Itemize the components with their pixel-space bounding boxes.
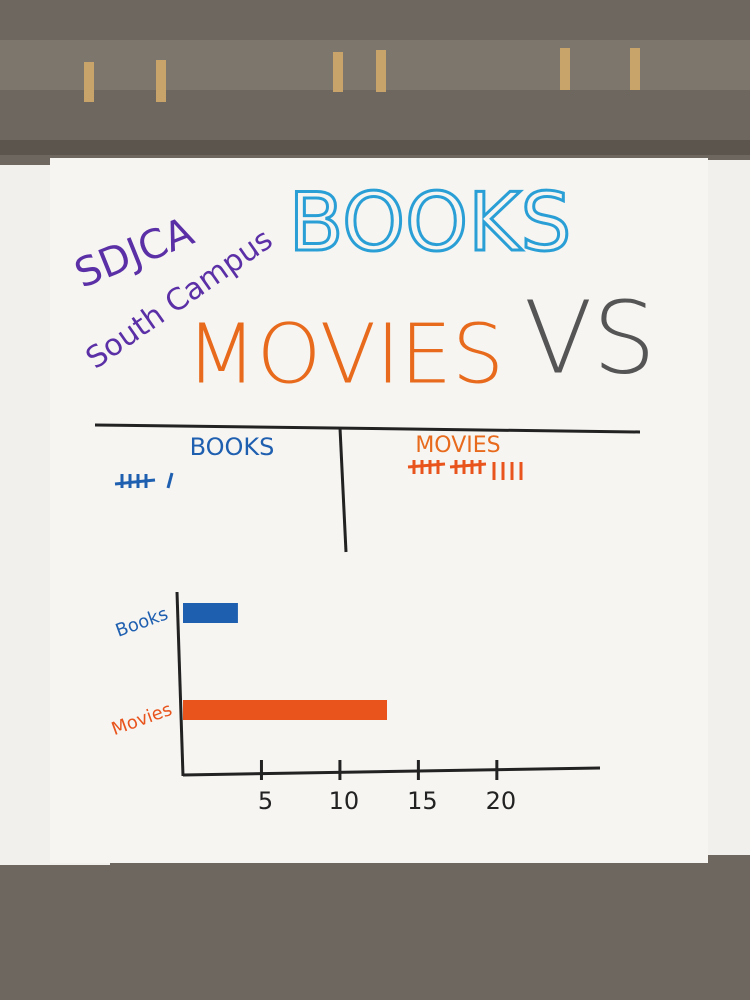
x-tick-label: 5 <box>258 787 273 815</box>
tally-header: MOVIES <box>415 433 500 458</box>
paper <box>50 158 708 863</box>
x-axis <box>182 766 601 777</box>
title-top: BOOKS <box>289 176 572 269</box>
tally-header: BOOKS <box>190 433 275 461</box>
tally-books <box>114 472 174 489</box>
ledge <box>0 140 750 155</box>
rail <box>0 40 750 90</box>
bar <box>183 700 387 720</box>
x-tick-label: 15 <box>407 787 438 815</box>
y-axis <box>175 591 185 777</box>
t-chart-divider <box>338 427 348 553</box>
clips <box>84 48 640 102</box>
x-tick-label: 10 <box>329 787 360 815</box>
versus: VS <box>524 279 656 396</box>
tally-movies <box>407 460 523 480</box>
title-bottom: MOVIES <box>186 308 504 403</box>
bar <box>183 603 238 623</box>
x-tick-label: 20 <box>486 787 517 815</box>
t-chart-top <box>94 423 641 434</box>
